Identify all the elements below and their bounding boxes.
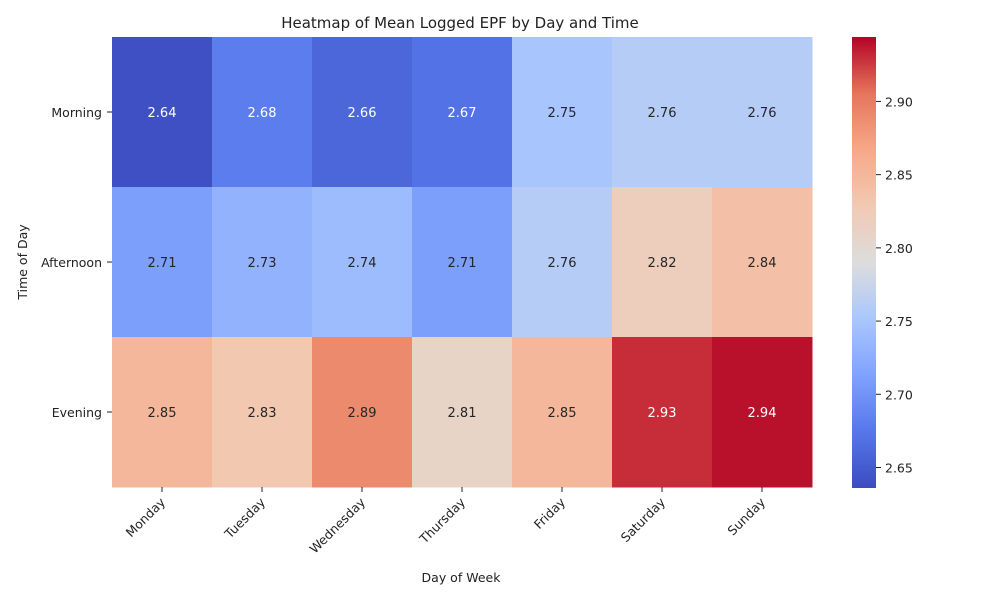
x-tick-label: Monday: [123, 494, 169, 540]
heatmap-cell: [312, 37, 413, 188]
cell-value-label: 2.76: [548, 256, 577, 271]
heatmap-cell: [112, 337, 213, 488]
cell-value-label: 2.74: [348, 256, 377, 271]
heatmap-cell: [612, 337, 713, 488]
heatmap-cell: [112, 37, 213, 188]
heatmap-cell: [412, 187, 513, 338]
x-tick-label: Saturday: [618, 494, 669, 545]
cell-value-label: 2.66: [348, 106, 377, 121]
cell-value-label: 2.68: [248, 106, 277, 121]
x-tick-label: Thursday: [416, 494, 469, 547]
heatmap-cell: [512, 37, 613, 188]
heatmap-cell: [312, 187, 413, 338]
cell-value-label: 2.93: [648, 406, 677, 421]
colorbar-tick-label: 2.65: [885, 461, 913, 476]
heatmap-cell: [612, 37, 713, 188]
x-axis-label: Day of Week: [422, 570, 502, 585]
cell-value-label: 2.71: [448, 256, 477, 271]
y-axis-label: Time of Day: [15, 224, 30, 301]
y-tick-label: Morning: [51, 105, 102, 120]
colorbar-tick-label: 2.90: [885, 94, 913, 109]
heatmap-cell: [612, 187, 713, 338]
chart-title: Heatmap of Mean Logged EPF by Day and Ti…: [281, 14, 639, 32]
colorbar-tick-label: 2.85: [885, 168, 913, 183]
heatmap-cell: [212, 187, 313, 338]
x-tick-label: Wednesday: [306, 494, 368, 556]
cell-value-label: 2.85: [548, 406, 577, 421]
heatmap-cell: [212, 337, 313, 488]
y-tick-label: Afternoon: [41, 255, 102, 270]
cell-value-label: 2.94: [748, 406, 777, 421]
cell-value-label: 2.83: [248, 406, 277, 421]
cell-value-label: 2.89: [348, 406, 377, 421]
y-tick-label: Evening: [52, 405, 102, 420]
x-tick-label: Sunday: [724, 494, 768, 538]
heatmap-cell: [112, 187, 213, 338]
cell-value-label: 2.64: [148, 106, 177, 121]
cell-value-label: 2.75: [548, 106, 577, 121]
cell-value-label: 2.76: [648, 106, 677, 121]
heatmap-cell: [412, 37, 513, 188]
heatmap-cell: [712, 187, 813, 338]
x-tick-label: Friday: [531, 494, 569, 532]
cell-value-label: 2.71: [148, 256, 177, 271]
colorbar-tick-label: 2.75: [885, 314, 913, 329]
colorbar: 2.65 2.70 2.75 2.80 2.85 2.90: [852, 37, 913, 488]
colorbar-tick-label: 2.70: [885, 387, 913, 402]
heatmap-cells: 2.64 2.68 2.66 2.67 2.75 2.76 2.76 2.71 2.73 2.74…: [112, 37, 813, 488]
heatmap-cell: [712, 337, 813, 488]
heatmap-cell: [512, 187, 613, 338]
cell-value-label: 2.81: [448, 406, 477, 421]
y-axis: Morning Afternoon Evening: [41, 105, 112, 420]
heatmap-cell: [312, 337, 413, 488]
cell-value-label: 2.67: [448, 106, 477, 121]
cell-value-label: 2.82: [648, 256, 677, 271]
cell-value-label: 2.85: [148, 406, 177, 421]
heatmap-cell: [712, 37, 813, 188]
cell-value-label: 2.73: [248, 256, 277, 271]
colorbar-gradient: [852, 37, 876, 488]
colorbar-tick-label: 2.80: [885, 241, 913, 256]
x-tick-label: Tuesday: [221, 494, 269, 542]
cell-value-label: 2.76: [748, 106, 777, 121]
heatmap-cell: [512, 337, 613, 488]
colorbar-ticks: 2.65 2.70 2.75 2.80 2.85 2.90: [876, 94, 913, 476]
heatmap-cell: [412, 337, 513, 488]
x-axis: Monday Tuesday Wednesday Thursday Friday Satu…: [123, 487, 769, 556]
cell-value-label: 2.84: [748, 256, 777, 271]
heatmap-cell: [212, 37, 313, 188]
